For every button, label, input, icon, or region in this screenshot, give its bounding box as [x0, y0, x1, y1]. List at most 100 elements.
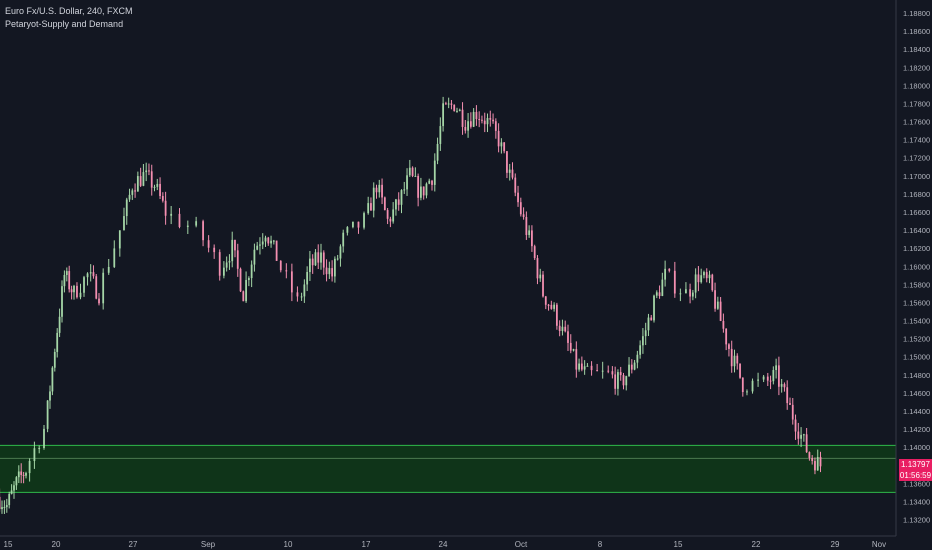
- candle-body: [511, 169, 514, 178]
- candle-body: [633, 362, 636, 370]
- candle-body: [794, 419, 797, 432]
- candle-body: [296, 292, 299, 297]
- candle-body: [38, 447, 41, 449]
- candle-body: [607, 370, 610, 372]
- candle-body: [619, 372, 622, 376]
- candle-body: [791, 404, 794, 420]
- candle-body: [403, 189, 406, 191]
- candle-body: [450, 103, 453, 105]
- candle-body: [622, 375, 625, 386]
- candle-body: [346, 227, 349, 233]
- candle-body: [508, 169, 511, 173]
- time-tick-label: 15: [4, 540, 13, 549]
- candle-body: [775, 365, 778, 371]
- candle-body: [719, 301, 722, 321]
- candle-body: [113, 248, 116, 267]
- candle-body: [481, 119, 483, 121]
- candle-body: [650, 317, 653, 321]
- candle-body: [381, 184, 383, 198]
- candle-body: [811, 457, 814, 462]
- candle-body: [456, 110, 458, 112]
- candle-body: [383, 197, 386, 211]
- candle-body: [757, 379, 759, 381]
- chart-legend: Euro Fx/U.S. Dollar, 240, FXCM Petaryot-…: [5, 5, 133, 31]
- candle-body: [178, 213, 181, 228]
- candle-body: [5, 505, 8, 508]
- candle-body: [261, 241, 264, 245]
- candle-body: [186, 225, 189, 228]
- candle-body: [819, 456, 822, 467]
- time-tick-label: 15: [674, 540, 683, 549]
- price-tick-label: 1.17800: [903, 99, 930, 108]
- candle-body: [61, 286, 63, 317]
- candle-body: [352, 221, 354, 228]
- candle-body: [245, 279, 247, 302]
- candle-body: [769, 380, 772, 382]
- price-axis[interactable]: 1.18800 1.18600 1.18400 1.18200 1.18000 1.178…: [903, 9, 930, 524]
- candle-body: [17, 471, 20, 478]
- candle-body: [411, 167, 414, 176]
- candle-body: [611, 371, 614, 375]
- candle-body: [694, 274, 697, 293]
- candle-body: [628, 364, 630, 377]
- candle-body: [256, 245, 259, 250]
- candle-body: [550, 304, 553, 309]
- price-tick-label: 1.15400: [903, 317, 930, 326]
- candle-body: [128, 194, 131, 200]
- indicator-title[interactable]: Petaryot-Supply and Demand: [5, 19, 124, 29]
- time-tick-label: Oct: [515, 540, 528, 549]
- candle-body: [367, 203, 370, 214]
- candle-body: [53, 351, 56, 368]
- candle-body: [328, 268, 331, 275]
- candle-body: [673, 270, 676, 294]
- candle-body: [536, 258, 539, 279]
- symbol-title[interactable]: Euro Fx/U.S. Dollar, 240, FXCM: [5, 6, 133, 16]
- candle-body: [95, 276, 98, 299]
- candle-body: [685, 289, 687, 294]
- candle-body: [202, 221, 204, 241]
- price-tick-label: 1.17200: [903, 154, 930, 163]
- time-tick-label: 8: [598, 540, 603, 549]
- candle-body: [661, 279, 664, 297]
- candle-body: [564, 326, 567, 332]
- candle-body: [98, 298, 100, 304]
- candle-body: [700, 275, 703, 283]
- candle-body: [586, 365, 589, 367]
- candle-body: [428, 180, 431, 184]
- time-tick-label: 29: [831, 540, 840, 549]
- candle-body: [816, 456, 819, 471]
- candle-body: [159, 183, 161, 197]
- candle-body: [420, 186, 422, 198]
- candle-body: [553, 304, 556, 309]
- candle-body: [425, 183, 428, 196]
- candle-body: [342, 232, 345, 247]
- candle-body: [118, 230, 121, 249]
- time-axis[interactable]: 15 20 27 Sep 10 17 24 Oct 8 15 22 29 Nov: [4, 540, 887, 549]
- candle-body: [447, 103, 450, 105]
- candle-body: [58, 316, 61, 333]
- candle-body: [733, 355, 736, 367]
- candle-body: [231, 239, 234, 262]
- candle-body: [303, 284, 306, 297]
- candle-body: [531, 230, 533, 247]
- candle-body: [242, 291, 245, 302]
- candle-body: [431, 180, 433, 185]
- candle-body: [736, 355, 739, 364]
- candle-body: [378, 184, 381, 193]
- candle-body: [272, 240, 275, 242]
- candle-body: [808, 452, 811, 458]
- candle-body: [691, 292, 694, 297]
- candle-body: [528, 230, 531, 235]
- candle-body: [56, 332, 59, 352]
- candle-body: [333, 258, 336, 277]
- candle-body: [300, 296, 303, 298]
- price-tick-label: 1.16400: [903, 226, 930, 235]
- candle-body: [533, 246, 536, 259]
- candle-body: [572, 349, 575, 351]
- candle-body: [590, 365, 593, 371]
- candle-body: [275, 240, 278, 261]
- candle-body: [689, 289, 691, 297]
- candle-body: [439, 126, 442, 144]
- candle-body: [751, 380, 754, 392]
